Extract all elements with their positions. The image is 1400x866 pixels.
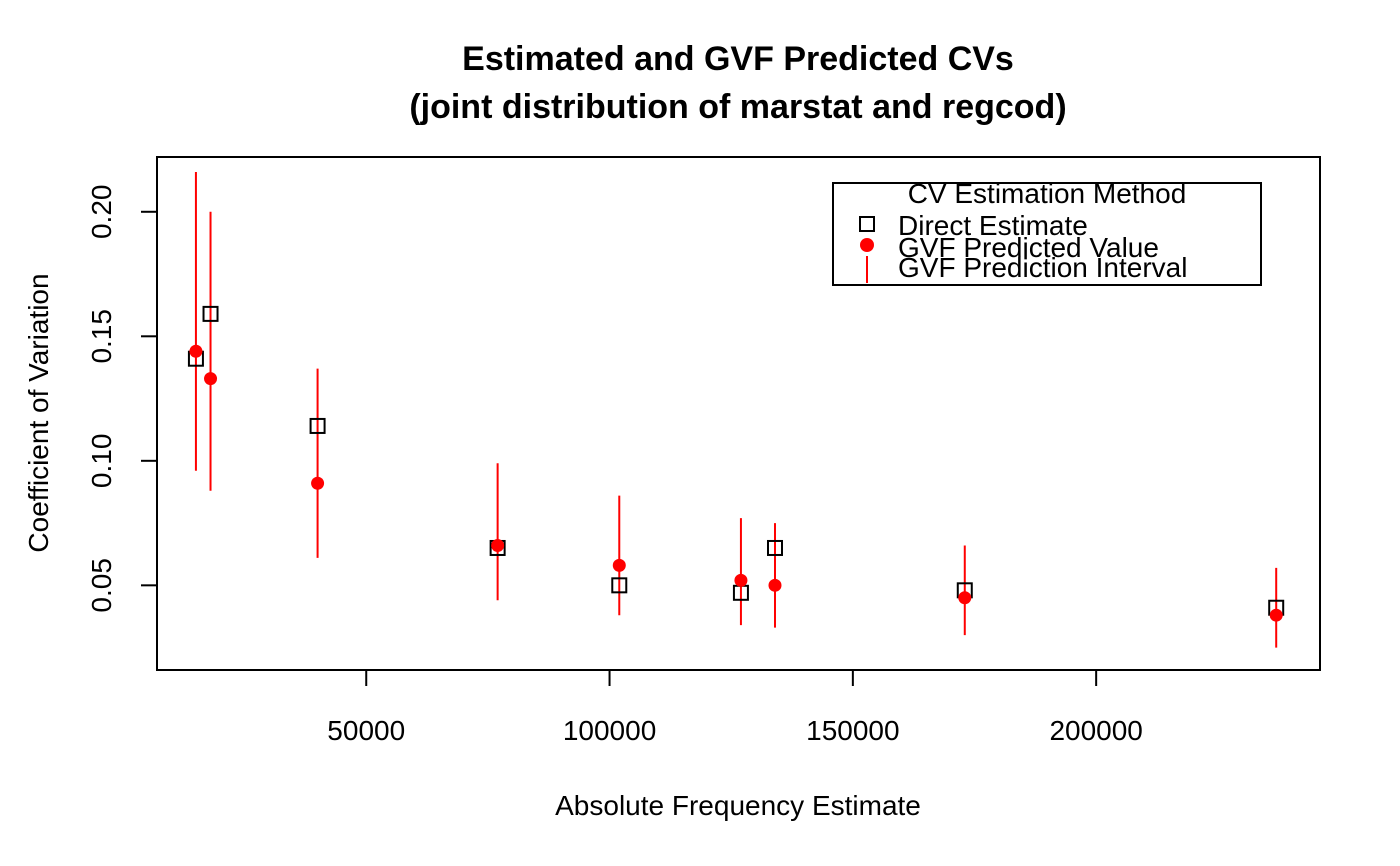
x-axis-label: Absolute Frequency Estimate	[555, 790, 921, 821]
legend-entry-interval: GVF Prediction Interval	[898, 252, 1187, 283]
predicted-values	[189, 344, 1283, 622]
x-axis: 50000 100000 150000 200000	[327, 669, 1143, 746]
x-tick-label: 50000	[327, 715, 405, 746]
legend-title: CV Estimation Method	[908, 178, 1187, 209]
predicted-point	[958, 591, 972, 605]
legend-square-icon	[859, 216, 875, 232]
y-tick-label: 0.15	[86, 309, 117, 364]
x-tick-label: 100000	[563, 715, 656, 746]
direct-estimate-point	[611, 577, 628, 594]
y-tick-label: 0.10	[86, 434, 117, 489]
predicted-point	[204, 372, 218, 386]
x-tick-label: 150000	[806, 715, 899, 746]
chart-subtitle: (joint distribution of marstat and regco…	[409, 88, 1066, 126]
y-axis: 0.05 0.10 0.15 0.20	[86, 185, 158, 613]
direct-estimates	[187, 305, 1285, 616]
chart-title: Estimated and GVF Predicted CVs	[462, 40, 1014, 78]
predicted-point	[189, 344, 203, 358]
y-tick-label: 0.05	[86, 558, 117, 613]
predicted-point	[491, 538, 505, 552]
predicted-point	[612, 558, 626, 572]
legend-box	[832, 182, 1262, 286]
legend-entry-direct: Direct Estimate	[898, 210, 1088, 241]
direct-estimate-point	[766, 539, 783, 556]
direct-estimate-point	[309, 417, 326, 434]
legend-circle-icon	[860, 238, 874, 252]
predicted-point	[1269, 608, 1283, 622]
direct-estimate-point	[202, 305, 219, 322]
legend: CV Estimation Method Direct Estimate GVF…	[832, 178, 1262, 286]
predicted-point	[734, 573, 748, 587]
predicted-point	[311, 476, 325, 490]
predicted-point	[768, 578, 782, 592]
y-axis-label: Coefficient of Variation	[23, 273, 54, 552]
x-tick-label: 200000	[1049, 715, 1142, 746]
legend-entry-predicted: GVF Predicted Value	[898, 232, 1159, 263]
y-tick-label: 0.20	[86, 185, 117, 240]
